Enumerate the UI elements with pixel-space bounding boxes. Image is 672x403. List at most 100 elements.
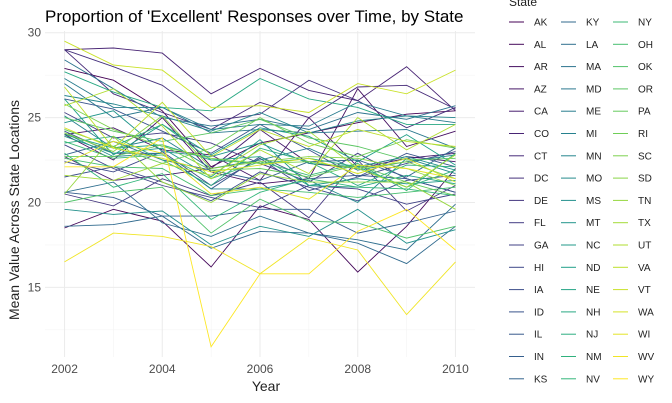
legend-label: IN xyxy=(534,352,544,363)
legend-label: CT xyxy=(534,151,547,162)
legend-label: LA xyxy=(586,40,599,51)
legend-label: SC xyxy=(638,151,652,162)
series-line-wi xyxy=(64,140,456,200)
legend-label: IL xyxy=(534,330,543,341)
series-line-ia xyxy=(64,166,456,202)
x-tick-label: 2006 xyxy=(247,362,274,376)
series-lines xyxy=(64,40,456,348)
legend-label: MT xyxy=(586,218,600,229)
plot-grid xyxy=(45,31,475,357)
series-line-ar xyxy=(64,87,456,185)
legend-label: IA xyxy=(534,285,544,296)
series-line-nv xyxy=(64,152,456,221)
legend-label: RI xyxy=(638,129,648,140)
x-axis-title: Year xyxy=(252,378,281,394)
legend-label: OK xyxy=(638,62,653,73)
legend-label: NE xyxy=(586,285,600,296)
y-axis-ticks: 15 20 25 30 xyxy=(28,26,42,295)
legend-label: OR xyxy=(638,84,653,95)
x-tick-label: 2002 xyxy=(51,362,78,376)
legend-label: NY xyxy=(638,18,652,29)
series-line-nd xyxy=(64,98,456,166)
legend-label: MI xyxy=(586,129,597,140)
legend-title: State xyxy=(509,0,537,9)
legend-label: WI xyxy=(638,330,650,341)
legend-label: GA xyxy=(534,241,549,252)
series-line-wy xyxy=(64,137,456,348)
legend-label: NC xyxy=(586,241,600,252)
legend-label: SD xyxy=(638,174,652,185)
legend: AK AL AR AZ CA CO CT DC DE FL GA HI IA ID IL IN KS KY LA MA… xyxy=(509,18,654,385)
legend-label: NJ xyxy=(586,330,598,341)
chart-title: Proportion of 'Excellent' Responses over… xyxy=(45,7,463,26)
series-line-hi xyxy=(64,151,456,192)
legend-label: NV xyxy=(586,374,600,385)
series-line-wa xyxy=(64,127,456,183)
legend-label: MD xyxy=(586,84,602,95)
legend-label: FL xyxy=(534,218,546,229)
series-line-pa xyxy=(64,144,456,197)
legend-label: WA xyxy=(638,307,654,318)
legend-label: UT xyxy=(638,241,651,252)
legend-label: AK xyxy=(534,18,548,29)
legend-label: MO xyxy=(586,174,602,185)
series-line-sc xyxy=(64,103,456,180)
y-tick-label: 25 xyxy=(28,111,42,125)
legend-label: AL xyxy=(534,40,547,51)
legend-label: VT xyxy=(638,285,651,296)
legend-label: ND xyxy=(586,263,600,274)
legend-label: NM xyxy=(586,352,602,363)
legend-label: AZ xyxy=(534,84,547,95)
series-line-nj xyxy=(64,135,456,187)
x-axis-ticks: 2002 2004 2006 2008 2010 xyxy=(51,362,469,376)
series-line-ga xyxy=(64,144,456,209)
series-line-in xyxy=(64,191,456,234)
series-line-mn xyxy=(64,95,456,134)
legend-label: OH xyxy=(638,40,653,51)
legend-label: ME xyxy=(586,107,601,118)
legend-label: HI xyxy=(534,263,544,274)
series-line-ut xyxy=(64,88,456,180)
legend-label: NH xyxy=(586,307,600,318)
legend-label: MN xyxy=(586,151,602,162)
x-tick-label: 2008 xyxy=(344,362,371,376)
legend-label: CA xyxy=(534,107,548,118)
series-line-ct xyxy=(64,49,456,130)
series-line-oh xyxy=(64,157,456,198)
series-line-me xyxy=(64,78,456,130)
series-line-ne xyxy=(64,134,456,188)
legend-label: AR xyxy=(534,62,548,73)
y-tick-label: 20 xyxy=(28,195,42,209)
series-line-ks xyxy=(64,140,456,181)
legend-label: TN xyxy=(638,196,651,207)
legend-label: PA xyxy=(638,107,651,118)
series-line-nh xyxy=(64,71,456,125)
series-line-or xyxy=(64,117,456,161)
series-line-ok xyxy=(64,186,456,239)
y-tick-label: 30 xyxy=(28,26,42,40)
series-line-co xyxy=(64,47,456,112)
legend-label: TX xyxy=(638,218,651,229)
legend-label: VA xyxy=(638,263,651,274)
legend-label: KS xyxy=(534,374,548,385)
legend-label: KY xyxy=(586,18,600,29)
legend-label: CO xyxy=(534,129,549,140)
legend-label: MS xyxy=(586,196,601,207)
series-line-vt xyxy=(64,40,456,113)
legend-label: DC xyxy=(534,174,548,185)
y-tick-label: 15 xyxy=(28,280,42,294)
series-line-la xyxy=(64,181,456,251)
legend-label: WV xyxy=(638,352,654,363)
legend-label: WY xyxy=(638,374,654,385)
series-line-ms xyxy=(64,208,456,246)
series-line-tx xyxy=(64,130,456,188)
legend-label: ID xyxy=(534,307,544,318)
x-tick-label: 2004 xyxy=(149,362,176,376)
series-line-sd xyxy=(64,115,456,186)
legend-label: DE xyxy=(534,196,548,207)
series-line-va xyxy=(64,86,456,158)
y-axis-title: Mean Value Across State Locations xyxy=(6,100,22,320)
legend-label: MA xyxy=(586,62,601,73)
